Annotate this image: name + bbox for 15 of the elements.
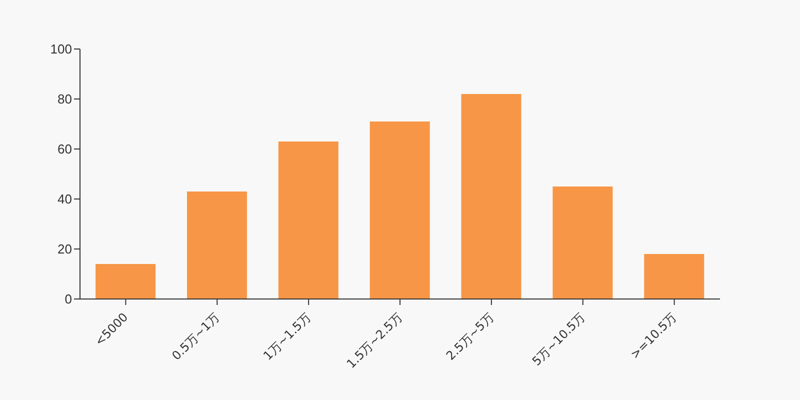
x-tick-label: 2.5万~5万 [444, 310, 496, 363]
bar [278, 142, 338, 299]
y-tick-label: 0 [64, 292, 72, 307]
bar [186, 192, 247, 299]
bar [461, 94, 522, 299]
bar [552, 186, 613, 299]
x-tick-label: 0.5万~1万 [169, 310, 222, 363]
bar [644, 254, 704, 299]
bar [370, 122, 430, 299]
y-tick-label: 80 [58, 92, 72, 107]
bar [96, 264, 156, 299]
y-tick-label: 100 [50, 42, 72, 57]
y-tick-label: 40 [58, 192, 72, 207]
y-tick-label: 60 [58, 142, 72, 157]
y-tick-label: 20 [58, 242, 72, 257]
